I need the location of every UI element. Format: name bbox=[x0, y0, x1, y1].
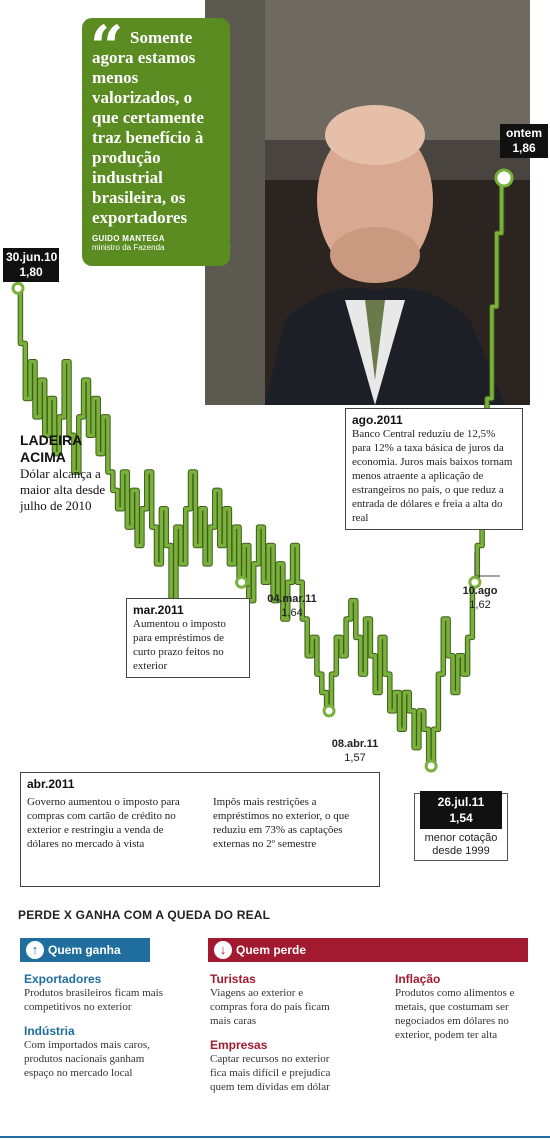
loser-text: Produtos como alimentos e metais, que co… bbox=[395, 987, 515, 1041]
start-date: 30.jun.10 bbox=[6, 250, 58, 264]
quote-tail bbox=[216, 246, 232, 260]
point-abr bbox=[322, 704, 336, 718]
winner-text: Produtos brasileiros ficam mais competit… bbox=[24, 987, 164, 1013]
note-abr-text-1: Governo aumentou o imposto para compras … bbox=[27, 796, 180, 850]
mar-value: 1,64 bbox=[281, 607, 303, 619]
mar-date: 04.mar.11 bbox=[267, 593, 317, 605]
note-mar-title: mar.2011 bbox=[133, 603, 184, 617]
winners-column: Exportadores Produtos brasileiros ficam … bbox=[24, 972, 174, 1080]
jul-date: 26.jul.11 bbox=[437, 795, 485, 809]
chart-subtitle: Dólar alcança a maior alta desde julho d… bbox=[20, 466, 106, 513]
note-mar-text: Aumentou o imposto para empréstimos de c… bbox=[133, 618, 226, 672]
loser-title: Turistas bbox=[210, 972, 256, 986]
low-point-tag: 26.jul.11 1,54 bbox=[420, 791, 502, 829]
winner-title: Indústria bbox=[24, 1024, 75, 1038]
start-value: 1,80 bbox=[19, 265, 43, 279]
ago-date: 10.ago bbox=[462, 585, 498, 597]
quote-author: GUIDO MANTEGA bbox=[92, 234, 165, 243]
abr-value: 1,57 bbox=[344, 752, 366, 764]
loser-text: Captar recursos no exterior fica mais di… bbox=[210, 1053, 331, 1093]
end-date: ontem bbox=[506, 126, 542, 140]
quote-box: “ Somente agora estamos menos valorizado… bbox=[82, 18, 230, 266]
note-ago-text: Banco Central reduziu de 12,5% para 12% … bbox=[352, 428, 513, 524]
start-label: 30.jun.10 1,80 bbox=[3, 248, 59, 282]
ago-value: 1,62 bbox=[469, 599, 491, 611]
note-ago: ago.2011 Banco Central reduziu de 12,5% … bbox=[345, 408, 523, 530]
arrow-up-icon: ↑ bbox=[26, 941, 44, 959]
abr-date: 08.abr.11 bbox=[331, 738, 379, 750]
note-abr: abr.2011 Governo aumentou o imposto para… bbox=[20, 772, 380, 887]
winners-pill: ↑ Quem ganha bbox=[20, 938, 150, 962]
point-ago bbox=[468, 575, 482, 589]
arrow-down-icon: ↓ bbox=[214, 941, 232, 959]
quote-mark-icon: “ bbox=[90, 13, 124, 81]
bottom-rule bbox=[0, 1136, 550, 1138]
mar-point-label: 04.mar.11 1,64 bbox=[262, 592, 322, 620]
point-end bbox=[494, 168, 514, 188]
loser-text: Viagens ao exterior e compras fora do pa… bbox=[210, 987, 330, 1027]
dollar-line-chart bbox=[11, 168, 514, 773]
point-start bbox=[11, 281, 25, 295]
losers-column-2: Inflação Produtos como alimentos e metai… bbox=[395, 972, 520, 1042]
loser-title: Inflação bbox=[395, 972, 441, 986]
minister-photo bbox=[205, 0, 530, 405]
end-value: 1,86 bbox=[512, 141, 536, 155]
chart-title-block: LADEIRA ACIMA Dólar alcança a maior alta… bbox=[20, 432, 110, 514]
abr-point-label: 08.abr.11 1,57 bbox=[325, 737, 385, 765]
point-jul bbox=[424, 759, 438, 773]
losers-label: Quem perde bbox=[236, 943, 307, 957]
note-ago-title: ago.2011 bbox=[352, 413, 403, 427]
winner-title: Exportadores bbox=[24, 972, 102, 986]
end-label: ontem 1,86 bbox=[500, 124, 548, 158]
note-abr-text-2: Impôs mais restrições a empréstimos no e… bbox=[213, 796, 350, 850]
section-title: PERDE X GANHA COM A QUEDA DO REAL bbox=[18, 908, 271, 922]
chart-title: LADEIRA ACIMA bbox=[20, 432, 82, 465]
point-mar bbox=[235, 575, 249, 589]
quote-text: Somente agora estamos menos valorizados,… bbox=[92, 28, 204, 227]
winner-text: Com importados mais caros, produtos naci… bbox=[24, 1039, 150, 1079]
jul-value: 1,54 bbox=[449, 811, 473, 825]
quote-role: ministro da Fazenda bbox=[92, 243, 165, 252]
winners-label: Quem ganha bbox=[48, 943, 121, 957]
loser-title: Empresas bbox=[210, 1038, 268, 1052]
note-abr-title: abr.2011 bbox=[27, 777, 75, 791]
losers-pill: ↓ Quem perde bbox=[208, 938, 528, 962]
note-mar: mar.2011 Aumentou o imposto para emprést… bbox=[126, 598, 250, 678]
ago-point-label: 10.ago 1,62 bbox=[455, 584, 505, 612]
series-line bbox=[18, 176, 504, 768]
losers-column-1: Turistas Viagens ao exterior e compras f… bbox=[210, 972, 340, 1094]
low-point-note: menor cotação desde 1999 bbox=[424, 832, 498, 857]
